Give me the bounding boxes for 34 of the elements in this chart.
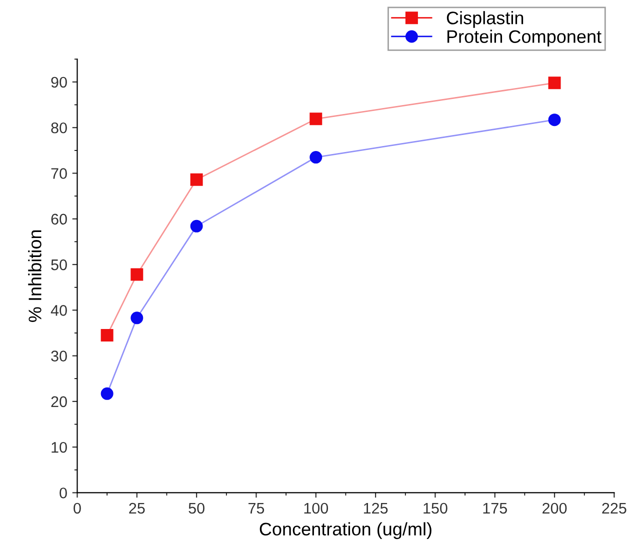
point	[190, 173, 203, 186]
x-tick-label: 225	[602, 502, 626, 514]
y-tick-label: 30	[51, 350, 67, 362]
point	[190, 220, 203, 232]
x-tick-label: 75	[248, 502, 264, 514]
x-tick-label: 125	[364, 502, 388, 514]
y-axis-title: % Inhibition	[28, 230, 42, 322]
y-tick-label: 60	[51, 214, 67, 225]
point	[310, 151, 322, 164]
point	[548, 76, 561, 90]
legend-label: Cisplastin	[446, 11, 524, 28]
point	[100, 387, 114, 400]
y-tick-label: 20	[51, 396, 67, 408]
x-tick-label: 200	[542, 502, 567, 514]
y-tick-label: 80	[51, 122, 67, 134]
x-tick-label: 150	[424, 502, 448, 514]
x-tick-label: 100	[304, 502, 328, 514]
x-tick-label: 25	[129, 502, 145, 514]
y-tick-label: 40	[50, 305, 67, 316]
x-tick-label: 0	[74, 502, 81, 514]
y-tick-label: 0	[60, 488, 67, 498]
y-tick-label: 70	[51, 168, 67, 179]
y-tick-label: 50	[51, 259, 67, 270]
y-tick-label: 90	[51, 76, 67, 88]
x-axis-title: Concentration (ug/ml)	[260, 522, 432, 540]
x-tick-label: 175	[483, 502, 507, 514]
x-tick-label: 50	[188, 502, 204, 514]
point	[310, 112, 322, 126]
y-tick-label: 10	[52, 442, 67, 453]
point	[130, 312, 144, 324]
point	[130, 268, 144, 281]
point	[548, 114, 561, 126]
point	[100, 329, 114, 342]
legend-label: Protein Component	[447, 30, 602, 47]
